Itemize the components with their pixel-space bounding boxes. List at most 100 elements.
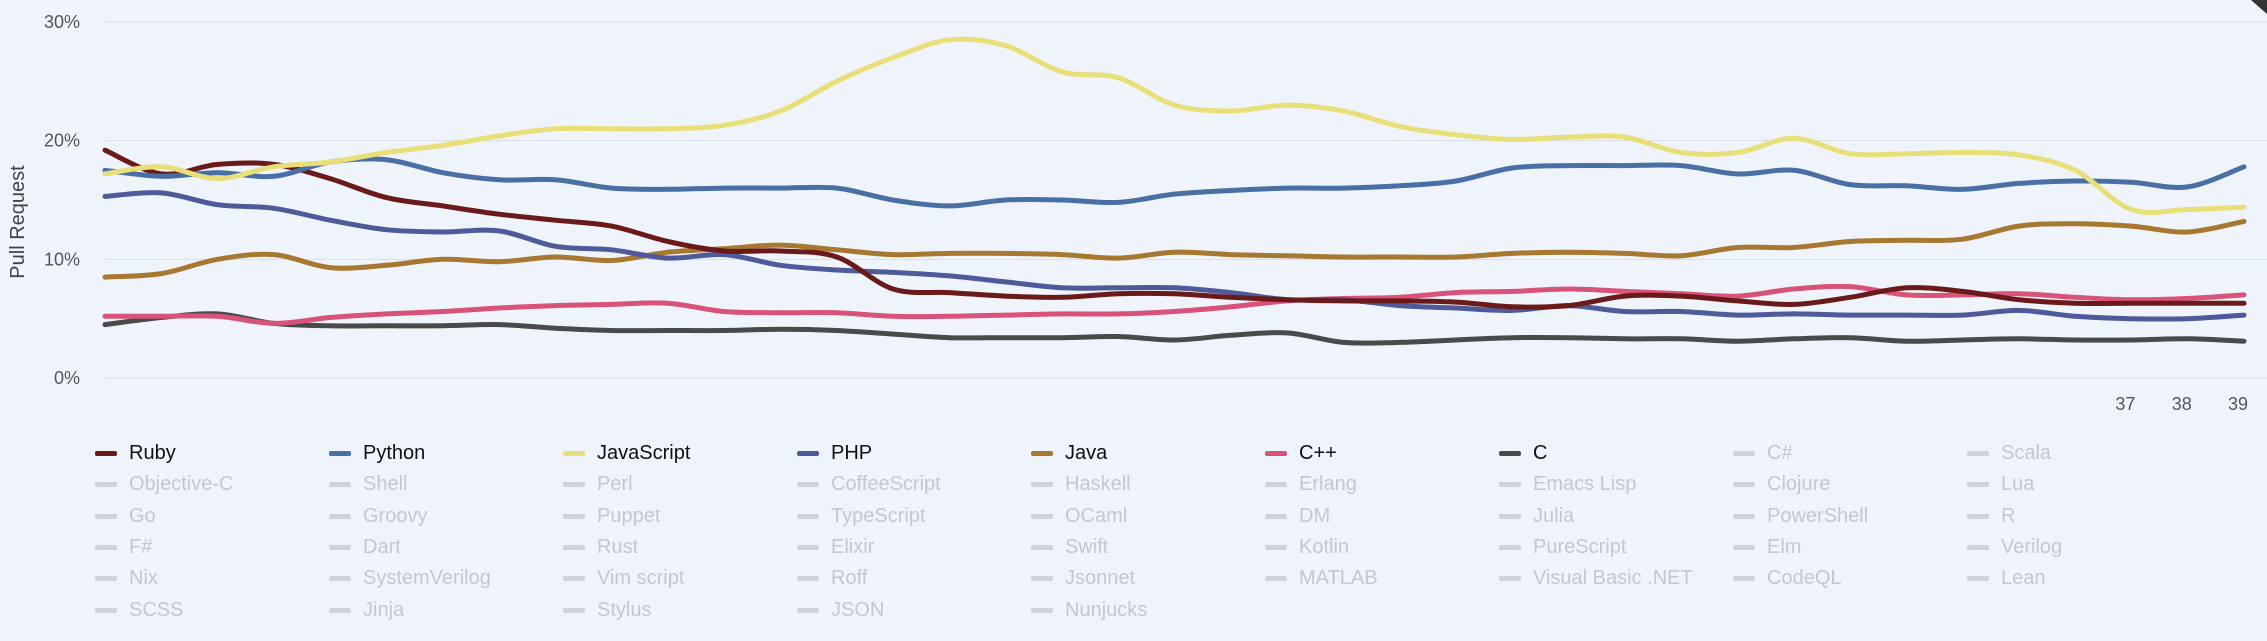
- legend-item[interactable]: Perl: [563, 473, 633, 496]
- legend-item[interactable]: Jsonnet: [1031, 567, 1135, 590]
- legend-item[interactable]: F#: [95, 536, 152, 559]
- series-line-java[interactable]: [102, 218, 2247, 280]
- legend-label: Stylus: [597, 598, 652, 621]
- legend-item[interactable]: OCaml: [1031, 505, 1127, 528]
- legend-label: Rust: [597, 535, 639, 558]
- legend-item[interactable]: Python: [329, 442, 425, 465]
- series-line-javascript[interactable]: [102, 36, 2247, 215]
- legend-label: Shell: [363, 473, 408, 496]
- legend-swatch: [329, 482, 351, 488]
- legend-label: C#: [1767, 442, 1793, 464]
- legend-item[interactable]: Ruby: [95, 442, 176, 465]
- legend-item[interactable]: PureScript: [1499, 536, 1626, 559]
- legend-item[interactable]: C++: [1265, 442, 1337, 465]
- legend-swatch: [1031, 544, 1053, 550]
- legend-label: Lean: [2001, 567, 2046, 590]
- legend-swatch: [95, 451, 117, 456]
- legend-label: Lua: [2001, 473, 2035, 496]
- legend-item[interactable]: Objective-C: [95, 473, 233, 496]
- legend-item[interactable]: Emacs Lisp: [1499, 473, 1636, 496]
- legend-item[interactable]: JavaScript: [563, 442, 690, 465]
- legend-swatch: [1499, 544, 1521, 550]
- legend-swatch: [797, 544, 819, 550]
- legend-label: PHP: [831, 442, 873, 464]
- legend-item[interactable]: Lua: [1967, 473, 2034, 496]
- legend-swatch: [1031, 482, 1053, 488]
- legend-item[interactable]: MATLAB: [1265, 567, 1378, 590]
- legend-item[interactable]: Elm: [1733, 536, 1801, 559]
- legend-swatch: [1499, 451, 1521, 456]
- series-line-php[interactable]: [102, 190, 2247, 322]
- legend-label: R: [2001, 504, 2016, 527]
- series-line-ruby[interactable]: [102, 147, 2247, 310]
- series-line-cpp[interactable]: [102, 283, 2247, 326]
- legend-swatch: [1265, 451, 1287, 456]
- legend-item[interactable]: R: [1967, 505, 2015, 528]
- legend-item[interactable]: JSON: [797, 599, 884, 622]
- legend-label: F#: [129, 535, 153, 558]
- legend-item[interactable]: Nix: [95, 567, 158, 590]
- legend-item[interactable]: Scala: [1967, 442, 2051, 465]
- legend-swatch: [1499, 513, 1521, 519]
- legend-swatch: [95, 544, 117, 550]
- legend-item[interactable]: TypeScript: [797, 505, 925, 528]
- legend-item[interactable]: Swift: [1031, 536, 1108, 559]
- legend-item[interactable]: Lean: [1967, 567, 2046, 590]
- legend-label: C: [1533, 442, 1548, 464]
- legend-item[interactable]: CodeQL: [1733, 567, 1842, 590]
- legend-label: Nunjucks: [1065, 598, 1148, 621]
- legend-swatch: [1967, 451, 1989, 456]
- legend-item[interactable]: C#: [1733, 442, 1793, 465]
- legend-swatch: [1265, 482, 1287, 488]
- legend-item[interactable]: PHP: [797, 442, 872, 465]
- legend-label: PureScript: [1533, 535, 1627, 558]
- series-line-python[interactable]: [102, 156, 2247, 209]
- legend-item[interactable]: Dart: [329, 536, 401, 559]
- legend-item[interactable]: Julia: [1499, 505, 1574, 528]
- legend-item[interactable]: Visual Basic .NET: [1499, 567, 1693, 590]
- legend-label: CoffeeScript: [831, 473, 941, 496]
- legend-swatch: [1031, 607, 1053, 613]
- legend-item[interactable]: Elixir: [797, 536, 874, 559]
- legend-swatch: [329, 451, 351, 456]
- legend-item[interactable]: Clojure: [1733, 473, 1830, 496]
- legend-item[interactable]: Haskell: [1031, 473, 1131, 496]
- legend-label: MATLAB: [1299, 567, 1378, 590]
- legend-swatch: [797, 576, 819, 582]
- legend-item[interactable]: Puppet: [563, 505, 660, 528]
- legend-item[interactable]: Verilog: [1967, 536, 2062, 559]
- legend-item[interactable]: SystemVerilog: [329, 567, 491, 590]
- legend-item[interactable]: Erlang: [1265, 473, 1357, 496]
- legend-item[interactable]: Roff: [797, 567, 867, 590]
- line-chart: 0% 10% 20% 30% 37 38 39 Pull Request: [7, 12, 2267, 414]
- legend-label: Verilog: [2001, 535, 2063, 558]
- legend-item[interactable]: Go: [95, 505, 156, 528]
- legend-item[interactable]: Groovy: [329, 505, 427, 528]
- legend-swatch: [1967, 576, 1989, 582]
- legend-item[interactable]: Jinja: [329, 599, 404, 622]
- y-tick-label: 10%: [44, 249, 80, 269]
- legend-swatch: [95, 576, 117, 582]
- legend-item[interactable]: Java: [1031, 442, 1107, 465]
- legend-swatch: [1967, 544, 1989, 550]
- legend-item[interactable]: Shell: [329, 473, 407, 496]
- legend-item[interactable]: CoffeeScript: [797, 473, 941, 496]
- legend-label: Vim script: [597, 567, 685, 590]
- legend-item[interactable]: Kotlin: [1265, 536, 1349, 559]
- legend-item[interactable]: DM: [1265, 505, 1330, 528]
- legend-item[interactable]: C: [1499, 442, 1547, 465]
- legend-label: OCaml: [1065, 504, 1128, 527]
- legend-item[interactable]: Rust: [563, 536, 638, 559]
- x-axis-ticks: 37 38 39: [2115, 394, 2248, 414]
- legend-label: SystemVerilog: [363, 567, 491, 590]
- legend-swatch: [1733, 576, 1755, 582]
- legend-item[interactable]: Nunjucks: [1031, 599, 1147, 622]
- legend-item[interactable]: Stylus: [563, 599, 651, 622]
- legend-label: Puppet: [597, 504, 661, 527]
- series-line-c[interactable]: [102, 311, 2247, 346]
- legend-item[interactable]: PowerShell: [1733, 505, 1868, 528]
- legend-item[interactable]: SCSS: [95, 599, 183, 622]
- legend-item[interactable]: Vim script: [563, 567, 684, 590]
- legend-label: Dart: [363, 535, 401, 558]
- y-axis-ticks: 0% 10% 20% 30%: [44, 12, 80, 388]
